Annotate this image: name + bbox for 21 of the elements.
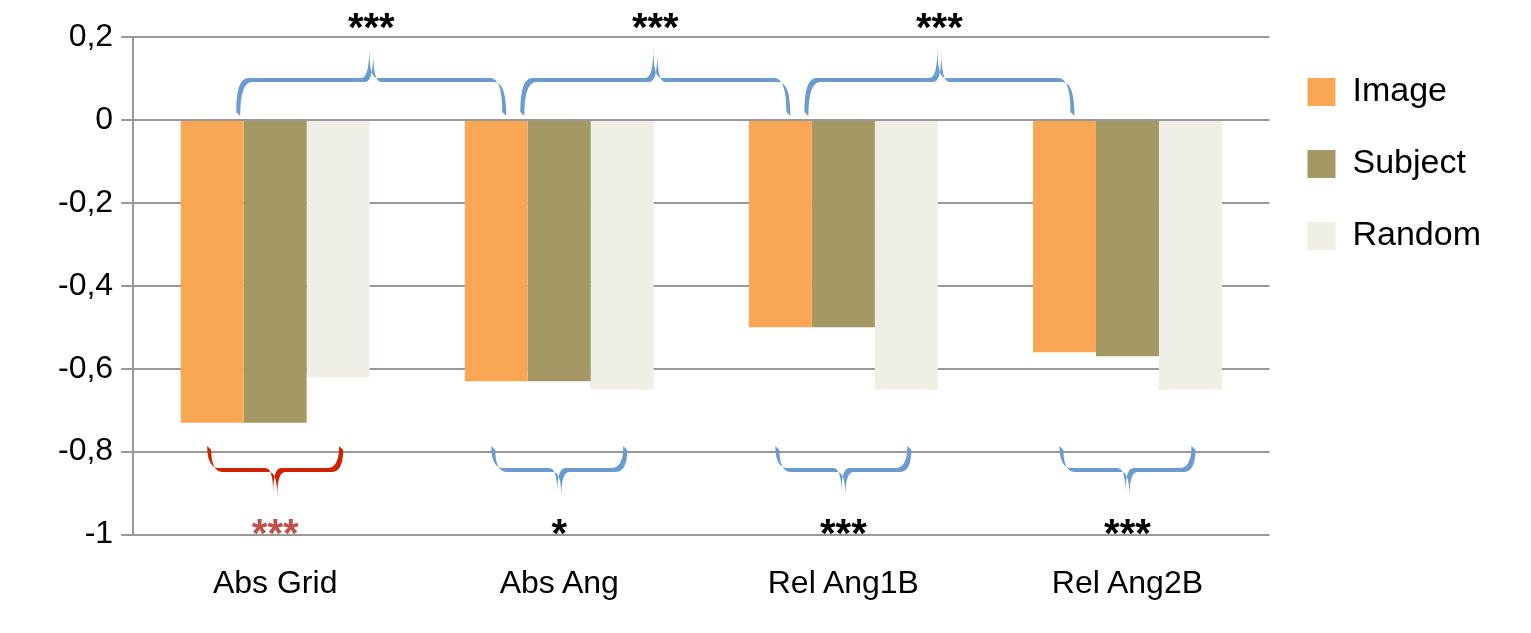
y-tick-label: -0,4 xyxy=(58,265,114,302)
x-tick-label: Rel Ang2B xyxy=(1051,563,1204,600)
y-tick-label: 0 xyxy=(95,99,114,136)
annotation: *** xyxy=(251,511,299,556)
y-tick-label: -0,2 xyxy=(58,182,114,219)
legend-label: Subject xyxy=(1352,142,1467,181)
y-tick-label: -1 xyxy=(84,514,114,551)
annotation: *** xyxy=(631,5,680,50)
y-tick-label: -0,6 xyxy=(58,348,114,385)
y-tick-label: -0,8 xyxy=(58,431,114,468)
x-tick-label: Rel Ang1B xyxy=(767,563,919,600)
annotation: *** xyxy=(1104,511,1152,556)
x-tick-label: Abs Ang xyxy=(499,563,619,600)
x-tick-label: Abs Grid xyxy=(212,563,338,600)
annotation: * xyxy=(551,511,568,556)
legend-label: Random xyxy=(1352,214,1481,253)
annotation: *** xyxy=(820,511,868,556)
annotation: *** xyxy=(916,5,964,50)
y-tick-label: 0,2 xyxy=(68,16,114,53)
annotation: *** xyxy=(347,5,396,50)
legend-label: Image xyxy=(1352,70,1447,109)
